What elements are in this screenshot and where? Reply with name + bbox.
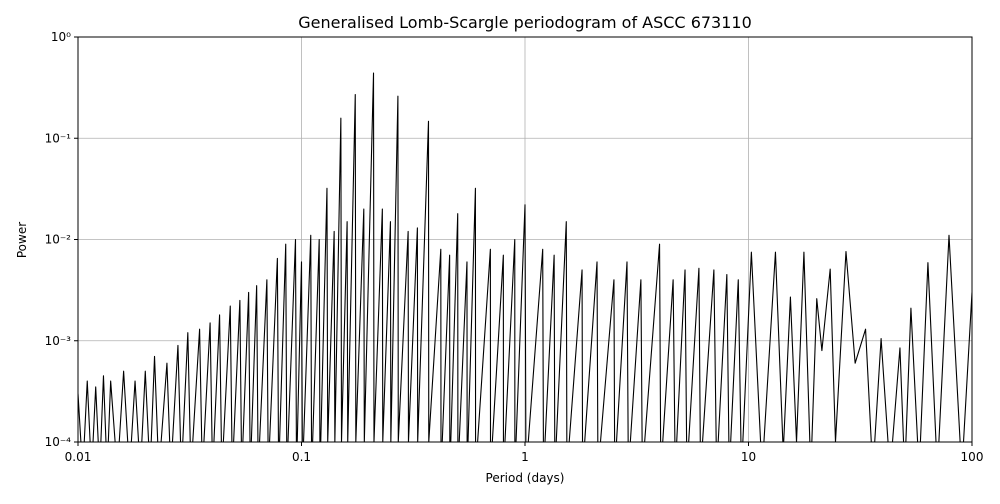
y-tick-label: 10⁰ bbox=[51, 30, 71, 44]
x-axis-label: Period (days) bbox=[486, 471, 565, 485]
x-tick-label: 0.01 bbox=[65, 450, 92, 464]
x-tick-label: 0.1 bbox=[292, 450, 311, 464]
ticks: 0.01 0.1 1 10 100 10⁻⁴ 10⁻³ 10⁻² 10⁻¹ 10⁰ bbox=[45, 30, 984, 464]
y-tick-label: 10⁻³ bbox=[45, 334, 72, 348]
x-tick-label: 1 bbox=[521, 450, 529, 464]
y-axis-label: Power bbox=[15, 222, 29, 258]
y-tick-label: 10⁻⁴ bbox=[45, 435, 72, 449]
x-tick-label: 100 bbox=[961, 450, 984, 464]
plot-area bbox=[78, 72, 972, 442]
series-line bbox=[78, 72, 972, 442]
y-tick-label: 10⁻¹ bbox=[45, 131, 72, 145]
y-tick-label: 10⁻² bbox=[45, 233, 72, 247]
chart-title: Generalised Lomb-Scargle periodogram of … bbox=[298, 13, 752, 32]
x-tick-label: 10 bbox=[741, 450, 756, 464]
